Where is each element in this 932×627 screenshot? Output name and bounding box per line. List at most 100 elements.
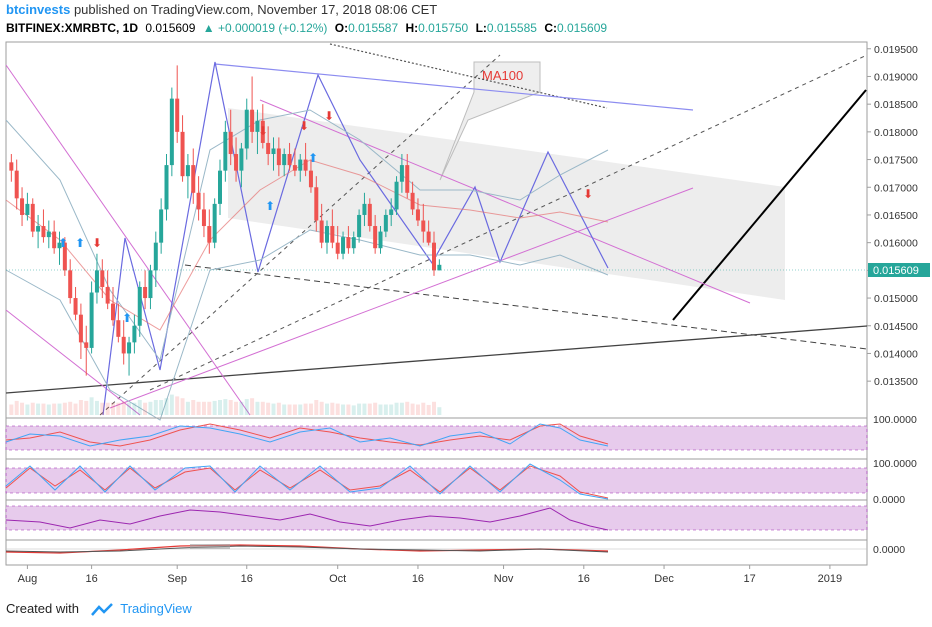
volume-bar: [94, 400, 99, 415]
dashed-fan-line-2: [99, 54, 501, 416]
price-tick-label: 0.017500: [874, 155, 918, 167]
volume-bar: [298, 404, 303, 415]
volume-bar: [127, 402, 132, 415]
candle-body: [78, 314, 83, 343]
regression-channel: [228, 108, 785, 300]
candle-body: [378, 231, 383, 249]
author-link[interactable]: btcinvests: [6, 2, 71, 17]
stoch-bottom-tick: 0.0000: [873, 494, 905, 506]
candle-body: [30, 203, 35, 232]
volume-bar: [164, 398, 169, 415]
volume-bar: [362, 403, 367, 415]
volume-bar: [308, 403, 313, 415]
candle-body: [223, 131, 228, 171]
time-axis: Aug 16 Sep 16 Oct 16 Nov 16 Dec 17 2019: [18, 565, 842, 585]
candle-body: [276, 148, 281, 166]
time-tick-label: 16: [412, 573, 424, 585]
candle-body: [68, 270, 73, 299]
volume-bar: [68, 401, 73, 415]
price-tick-label: 0.016000: [874, 238, 918, 250]
projection-line: [672, 89, 867, 321]
time-tick-label: 16: [578, 573, 590, 585]
moving-average: [5, 159, 609, 331]
close-value: 0.015609: [556, 21, 608, 35]
candle-body: [335, 242, 340, 254]
candle-body: [351, 237, 356, 249]
falling-fan-line: [259, 99, 751, 304]
candle-body: [298, 159, 303, 171]
candle-body: [164, 165, 169, 210]
buy-arrow-icon: ⬆: [308, 151, 318, 165]
tradingview-brand-link[interactable]: TradingView: [120, 601, 192, 616]
volume-bar: [250, 398, 255, 415]
volume-bar: [148, 401, 153, 415]
time-tick-label: Aug: [18, 573, 38, 585]
candle-body: [394, 181, 399, 210]
candle-body: [41, 226, 46, 238]
upper-band: [5, 109, 609, 362]
sell-arrow-icon: ⬇: [324, 109, 334, 123]
volume-bar: [303, 403, 308, 415]
time-tick-label: Nov: [494, 573, 514, 585]
volume-bar: [105, 402, 110, 415]
volume-bar: [292, 404, 297, 415]
chart-canvas[interactable]: MA100 ⬆ ⬆ ⬆ ⬆ ⬆ ⬇ ⬇ ⬇ ⬇ ⬇ 0.019500 0.0190…: [0, 0, 932, 600]
candle-body: [399, 165, 404, 182]
volume-bar: [228, 400, 233, 415]
volume-bar: [84, 400, 89, 415]
candle-body: [25, 203, 30, 215]
oscillator-pane: [5, 499, 868, 531]
macd-pane: 0.0000: [5, 539, 905, 556]
volume-bar: [212, 400, 217, 415]
volume-bar: [415, 404, 420, 415]
volume-bar: [223, 399, 228, 415]
descending-line-1: [5, 64, 251, 416]
volume-bar: [437, 407, 442, 415]
macd-tick: 0.0000: [873, 544, 905, 556]
price-tick-label: 0.019000: [874, 71, 918, 83]
volume-bar: [62, 402, 67, 415]
volume-bar: [25, 404, 30, 415]
volume-bar: [287, 404, 292, 415]
price-tick-label: 0.014000: [874, 348, 918, 360]
candle-body: [52, 231, 57, 249]
candle-body: [415, 209, 420, 221]
candle-body: [271, 148, 276, 155]
volume-bar: [341, 404, 346, 415]
candle-body: [100, 270, 105, 287]
candle-body: [20, 198, 25, 215]
volume-bar: [36, 403, 41, 415]
price-tick-label: 0.013500: [874, 376, 918, 388]
candle-body: [250, 109, 255, 132]
last-price-tag-label: 0.015609: [873, 265, 919, 277]
candle-body: [228, 131, 233, 155]
candle-body: [266, 142, 271, 155]
candle-body: [325, 226, 329, 243]
time-tick-label: Sep: [167, 573, 187, 585]
volume-bar: [14, 400, 19, 415]
volume-bar: [421, 402, 426, 415]
volume-bar: [180, 398, 185, 415]
candle-body: [426, 231, 431, 243]
high-label: H:: [405, 21, 419, 35]
volume-bar: [111, 402, 115, 415]
volume-bar: [266, 402, 271, 415]
candle-body: [127, 342, 132, 354]
ma100-line: [329, 43, 608, 109]
price-tick-label: 0.016500: [874, 210, 918, 222]
volume-bar: [169, 394, 174, 415]
candle-body: [341, 237, 346, 254]
candle-body: [234, 154, 239, 171]
time-tick-label: 16: [85, 573, 97, 585]
candle-body: [46, 231, 51, 238]
volume-bar: [46, 404, 51, 415]
volume-bar: [276, 402, 281, 415]
candlesticks: [9, 65, 442, 376]
volume-bar: [132, 402, 137, 415]
volume-bar: [244, 399, 249, 415]
volume-bar: [351, 405, 356, 415]
candle-body: [36, 226, 41, 232]
candle-body: [180, 131, 185, 177]
candle-body: [201, 209, 206, 227]
candle-body: [346, 237, 351, 249]
